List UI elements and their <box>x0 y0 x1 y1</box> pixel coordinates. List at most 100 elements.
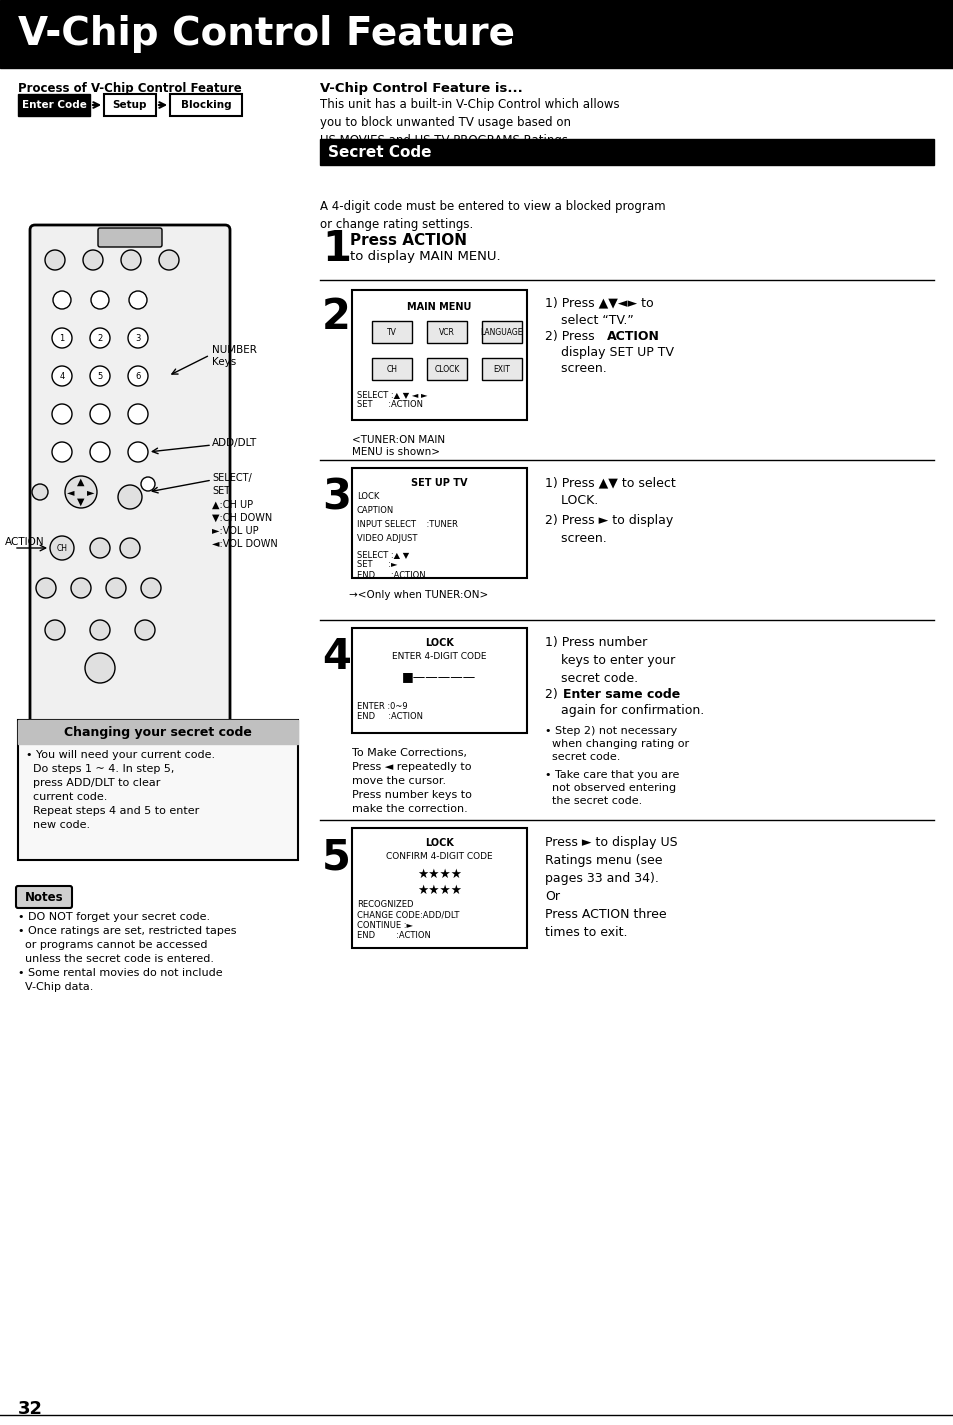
Text: 2) Press: 2) Press <box>544 331 598 343</box>
Circle shape <box>141 477 154 492</box>
Circle shape <box>90 442 110 462</box>
Bar <box>481 358 521 380</box>
Bar <box>170 94 242 115</box>
Bar <box>352 828 526 948</box>
Text: display SET UP TV: display SET UP TV <box>544 346 673 359</box>
Text: Blocking: Blocking <box>180 100 231 110</box>
Text: 2: 2 <box>322 296 351 338</box>
Text: SELECT :▲ ▼ ◄ ►
SET      :ACTION: SELECT :▲ ▼ ◄ ► SET :ACTION <box>356 390 427 409</box>
Text: <TUNER:ON MAIN
MENU is shown>: <TUNER:ON MAIN MENU is shown> <box>352 435 445 456</box>
Text: To Make Corrections,
Press ◄ repeatedly to
move the cursor.
Press number keys to: To Make Corrections, Press ◄ repeatedly … <box>352 748 472 814</box>
Circle shape <box>65 476 97 507</box>
Circle shape <box>45 620 65 640</box>
Bar <box>352 291 526 420</box>
Circle shape <box>159 249 179 269</box>
Circle shape <box>32 485 48 500</box>
FancyBboxPatch shape <box>98 228 162 247</box>
Text: CONFIRM 4-DIGIT CODE: CONFIRM 4-DIGIT CODE <box>386 852 493 861</box>
Circle shape <box>141 579 161 598</box>
Text: ▲: ▲ <box>77 477 85 487</box>
Text: 1) Press ▲▼ to select
    LOCK.: 1) Press ▲▼ to select LOCK. <box>544 476 675 507</box>
Text: Setup: Setup <box>112 100 147 110</box>
Text: LOCK: LOCK <box>425 838 454 848</box>
Bar <box>481 321 521 343</box>
Bar <box>0 0 953 68</box>
Text: 3: 3 <box>135 333 140 342</box>
Circle shape <box>52 366 71 386</box>
Circle shape <box>52 328 71 348</box>
Text: 32: 32 <box>18 1399 43 1418</box>
Circle shape <box>91 291 109 309</box>
Circle shape <box>90 620 110 640</box>
Text: NUMBER
Keys: NUMBER Keys <box>212 345 256 366</box>
Text: • Step 2) not necessary
  when changing rating or
  secret code.: • Step 2) not necessary when changing ra… <box>544 725 688 762</box>
Text: Press ► to display US
Ratings menu (see
pages 33 and 34).
Or
Press ACTION three
: Press ► to display US Ratings menu (see … <box>544 836 677 939</box>
Text: V-Chip Control Feature is...: V-Chip Control Feature is... <box>319 83 522 95</box>
Text: 4: 4 <box>322 636 351 678</box>
Circle shape <box>90 539 110 559</box>
Text: Process of V-Chip Control Feature: Process of V-Chip Control Feature <box>18 83 241 95</box>
Text: ACTION: ACTION <box>606 331 659 343</box>
Circle shape <box>36 579 56 598</box>
Text: EXIT: EXIT <box>493 365 510 373</box>
Text: →<Only when TUNER:ON>: →<Only when TUNER:ON> <box>349 590 488 600</box>
Text: Notes: Notes <box>25 891 63 903</box>
Text: CLOCK: CLOCK <box>434 365 459 373</box>
Bar <box>372 358 412 380</box>
Text: CAPTION: CAPTION <box>356 506 394 514</box>
Circle shape <box>85 653 115 683</box>
FancyBboxPatch shape <box>16 886 71 908</box>
Text: Changing your secret code: Changing your secret code <box>64 725 252 738</box>
Text: 2): 2) <box>544 688 561 701</box>
FancyBboxPatch shape <box>30 225 230 735</box>
Circle shape <box>90 366 110 386</box>
Text: ★★★★
★★★★: ★★★★ ★★★★ <box>416 868 461 896</box>
Text: 3: 3 <box>322 476 351 519</box>
Text: MAIN MENU: MAIN MENU <box>407 302 471 312</box>
Text: LOCK: LOCK <box>356 492 379 502</box>
Text: INPUT SELECT    :TUNER: INPUT SELECT :TUNER <box>356 520 457 529</box>
Circle shape <box>121 249 141 269</box>
Circle shape <box>128 405 148 425</box>
Circle shape <box>45 249 65 269</box>
Text: ADD/DLT: ADD/DLT <box>212 437 257 447</box>
Text: VIDEO ADJUST: VIDEO ADJUST <box>356 534 416 543</box>
Text: ►: ► <box>87 487 94 497</box>
Circle shape <box>52 442 71 462</box>
Text: LANGUAGE: LANGUAGE <box>480 328 522 336</box>
Text: ■—————: ■————— <box>402 670 476 683</box>
Circle shape <box>128 442 148 462</box>
Text: 1: 1 <box>59 333 65 342</box>
Text: This unit has a built-in V-Chip Control which allows
you to block unwanted TV us: This unit has a built-in V-Chip Control … <box>319 98 619 147</box>
Text: 6: 6 <box>135 372 140 380</box>
Text: • Take care that you are
  not observed entering
  the secret code.: • Take care that you are not observed en… <box>544 770 679 807</box>
Text: to display MAIN MENU.: to display MAIN MENU. <box>350 249 500 264</box>
Bar <box>18 94 90 115</box>
Text: CH: CH <box>56 543 68 553</box>
Text: • DO NOT forget your secret code.
• Once ratings are set, restricted tapes
  or : • DO NOT forget your secret code. • Once… <box>18 912 236 992</box>
Text: • You will need your current code.
  Do steps 1 ~ 4. In step 5,
  press ADD/DLT : • You will need your current code. Do st… <box>26 750 214 829</box>
Circle shape <box>128 328 148 348</box>
Text: SELECT :▲ ▼
SET      :►
END      :ACTION: SELECT :▲ ▼ SET :► END :ACTION <box>356 550 425 580</box>
Text: 1) Press number
    keys to enter your
    secret code.: 1) Press number keys to enter your secre… <box>544 636 675 685</box>
Bar <box>352 467 526 579</box>
Text: SELECT/
SET
▲:CH UP
▼:CH DOWN
►:VOL UP
◄:VOL DOWN: SELECT/ SET ▲:CH UP ▼:CH DOWN ►:VOL UP ◄… <box>212 473 277 549</box>
Circle shape <box>53 291 71 309</box>
Text: 4: 4 <box>59 372 65 380</box>
Text: VCR: VCR <box>438 328 455 336</box>
Text: ENTER 4-DIGIT CODE: ENTER 4-DIGIT CODE <box>392 653 486 661</box>
Circle shape <box>50 536 74 560</box>
Bar <box>18 720 297 744</box>
Circle shape <box>128 366 148 386</box>
Text: RECOGNIZED
CHANGE CODE:ADD/DLT
CONTINUE :►
END        :ACTION: RECOGNIZED CHANGE CODE:ADD/DLT CONTINUE … <box>356 901 459 940</box>
Circle shape <box>83 249 103 269</box>
Circle shape <box>52 405 71 425</box>
Text: 2) Press ► to display
    screen.: 2) Press ► to display screen. <box>544 514 673 544</box>
Circle shape <box>90 405 110 425</box>
Text: ACTION: ACTION <box>5 537 45 547</box>
Bar <box>372 321 412 343</box>
Bar <box>18 720 297 861</box>
Circle shape <box>71 579 91 598</box>
Circle shape <box>90 328 110 348</box>
Text: 1) Press ▲▼◄► to
    select “TV.”: 1) Press ▲▼◄► to select “TV.” <box>544 296 653 326</box>
